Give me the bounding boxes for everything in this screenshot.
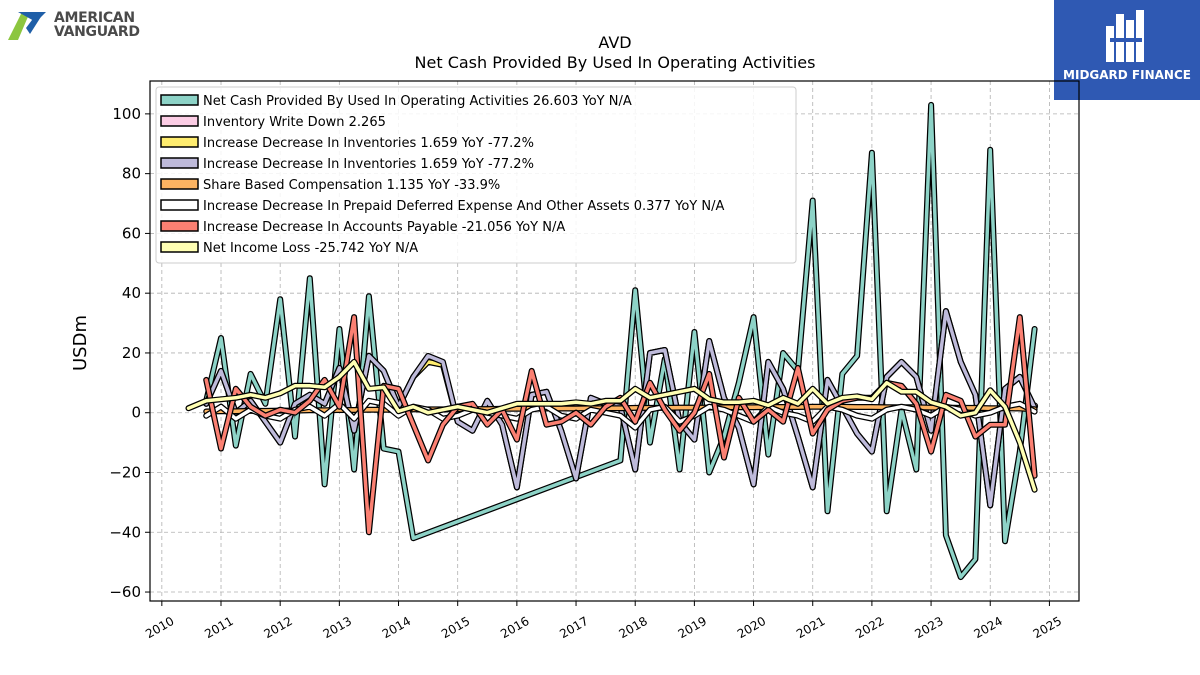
legend-swatch xyxy=(160,94,199,106)
x-tick-label: 2014 xyxy=(380,614,413,641)
x-tick-label: 2012 xyxy=(261,614,294,641)
y-tick-label: 60 xyxy=(122,224,141,242)
legend-swatch xyxy=(160,115,199,127)
x-tick-label: 2021 xyxy=(794,614,827,641)
legend-entry: Increase Decrease In Accounts Payable -2… xyxy=(203,220,565,235)
legend-entry: Increase Decrease In Inventories 1.659 Y… xyxy=(203,157,534,172)
legend-entry: Inventory Write Down 2.265 xyxy=(203,115,386,130)
midgard-finance-logo: MIDGARD FINANCE xyxy=(1054,0,1200,100)
y-tick-label: −20 xyxy=(109,463,141,481)
x-tick-label: 2019 xyxy=(676,614,709,641)
y-tick-label: 40 xyxy=(122,284,141,302)
midgard-finance-wordmark: MIDGARD FINANCE xyxy=(1063,68,1191,82)
x-axis: 2010 2011 2012 2013 2014 2015 2016 2017 2018 2019… xyxy=(143,601,1064,641)
american-vanguard-wordmark: AMERICAN VANGUARD xyxy=(54,10,140,40)
y-tick-label: 80 xyxy=(122,165,141,183)
y-tick-label: 0 xyxy=(131,404,141,422)
y-tick-label: 20 xyxy=(122,344,141,362)
y-axis: −60 −40 −20 0 20 40 60 80 100 xyxy=(109,105,150,601)
legend-box xyxy=(155,86,797,264)
x-tick-label: 2016 xyxy=(498,614,531,641)
x-tick-label: 2023 xyxy=(912,614,945,641)
legend-entry: Net Income Loss -25.742 YoY N/A xyxy=(203,241,418,256)
legend-swatch xyxy=(160,241,199,253)
x-tick-label: 2015 xyxy=(439,614,472,641)
x-tick-label: 2011 xyxy=(202,614,235,641)
legend-swatch xyxy=(160,220,199,232)
american-vanguard-logo-mark xyxy=(8,12,46,40)
legend-entry: Increase Decrease In Prepaid Deferred Ex… xyxy=(203,199,724,214)
chart-subtitle: Net Cash Provided By Used In Operating A… xyxy=(415,53,816,72)
x-tick-label: 2022 xyxy=(853,614,886,641)
series-line-net-income-loss xyxy=(186,360,1037,492)
legend-entry: Increase Decrease In Inventories 1.659 Y… xyxy=(203,136,534,151)
american-vanguard-logo: AMERICAN VANGUARD xyxy=(8,8,168,44)
y-tick-label: −40 xyxy=(109,523,141,541)
x-tick-label: 2025 xyxy=(1031,614,1064,641)
series-group xyxy=(185,101,1039,581)
legend: Net Cash Provided By Used In Operating A… xyxy=(155,86,797,264)
x-tick-label: 2013 xyxy=(321,614,354,641)
legend-swatch xyxy=(160,199,199,211)
midgard-finance-logo-mark xyxy=(1106,10,1144,62)
y-tick-label: 100 xyxy=(112,105,141,123)
chart-title: AVD xyxy=(598,33,631,52)
legend-entry: Share Based Compensation 1.135 YoY -33.9… xyxy=(203,178,500,193)
legend-swatch xyxy=(160,136,199,148)
x-tick-label: 2017 xyxy=(557,614,590,641)
plot-frame xyxy=(149,80,1080,602)
x-tick-label: 2020 xyxy=(735,614,768,641)
series-line-net-cash-provided-by-used-in-operating-activities xyxy=(204,103,1037,579)
legend-swatch xyxy=(160,178,199,190)
x-tick-label: 2010 xyxy=(143,614,176,641)
y-tick-label: −60 xyxy=(109,583,141,601)
x-tick-label: 2024 xyxy=(972,614,1005,641)
y-axis-label: USDm xyxy=(70,315,91,371)
legend-entry: Net Cash Provided By Used In Operating A… xyxy=(203,94,632,109)
x-tick-label: 2018 xyxy=(616,614,649,641)
series-line-increase-decrease-in-prepaid-deferred-expense-and-other-assets xyxy=(204,399,1037,430)
legend-swatch xyxy=(160,157,199,169)
